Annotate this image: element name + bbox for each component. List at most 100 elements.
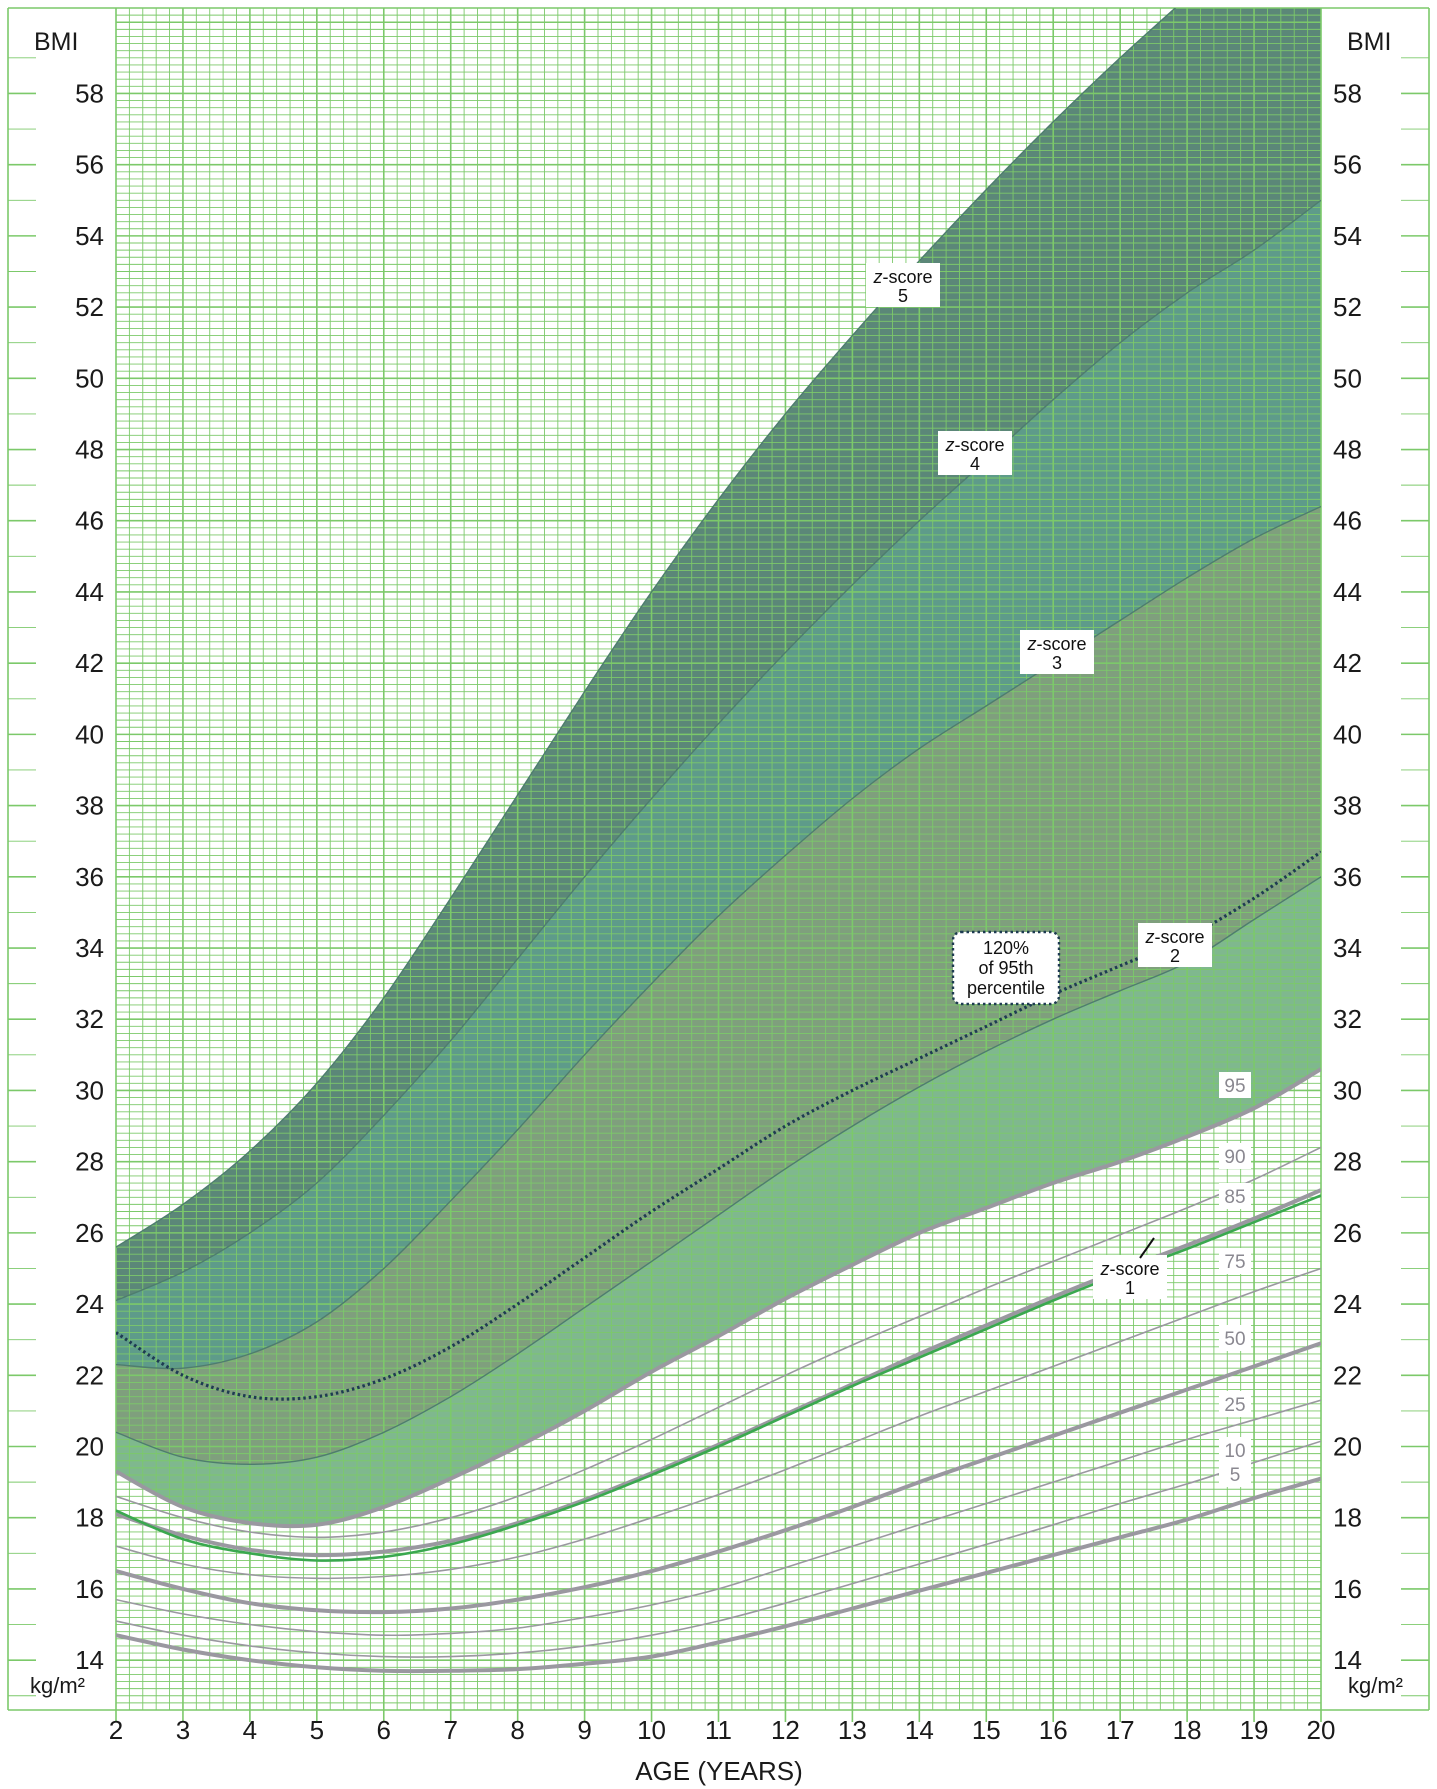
y-unit-top-right: BMI — [1347, 28, 1391, 56]
band-p95-z2 — [116, 876, 1321, 1527]
y-tick-label: 36 — [75, 862, 104, 892]
curve-labels: 510255075859095z-score5z-score4z-score3z… — [866, 263, 1251, 1487]
y-tick-label: 54 — [75, 221, 104, 251]
y-tick-label: 52 — [1333, 292, 1362, 322]
svg-text:95: 95 — [1224, 1076, 1245, 1097]
y-tick-label: 34 — [1333, 933, 1362, 963]
x-tick-label: 16 — [1039, 1715, 1068, 1745]
svg-text:3: 3 — [1052, 653, 1062, 673]
y-tick-label: 16 — [75, 1574, 104, 1604]
svg-text:z-score: z-score — [872, 267, 932, 287]
svg-text:25: 25 — [1224, 1395, 1245, 1416]
x-tick-label: 17 — [1106, 1715, 1135, 1745]
y-tick-label: 30 — [1333, 1075, 1362, 1105]
y-unit-bottom-right: kg/m² — [1348, 1673, 1403, 1698]
svg-text:120%: 120% — [983, 938, 1029, 958]
svg-text:z-score: z-score — [1026, 634, 1086, 654]
chart-curves — [116, 8, 1321, 1674]
y-tick-label: 18 — [75, 1503, 104, 1533]
right-y-axis: 14 16 18 20 22 24 26 28 30 32 34 36 38 40 42 44 46 48 50 52… — [1333, 57, 1429, 1697]
y-tick-label: 16 — [1333, 1574, 1362, 1604]
y-tick-label: 56 — [75, 150, 104, 180]
percentile-line-25 — [116, 1399, 1321, 1637]
x-tick-label: 12 — [771, 1715, 800, 1745]
y-tick-label: 14 — [1333, 1645, 1362, 1675]
y-tick-label: 48 — [1333, 435, 1362, 465]
percentile-label-75: 75 — [1219, 1248, 1251, 1274]
y-tick-label: 58 — [1333, 78, 1362, 108]
x-tick-label: 7 — [443, 1715, 457, 1745]
y-tick-label: 40 — [1333, 719, 1362, 749]
y-tick-label: 46 — [75, 506, 104, 536]
svg-text:75: 75 — [1224, 1252, 1245, 1273]
svg-text:z-score: z-score — [1099, 1259, 1159, 1279]
svg-text:85: 85 — [1224, 1187, 1245, 1208]
y-tick-label: 38 — [1333, 791, 1362, 821]
svg-text:90: 90 — [1224, 1147, 1245, 1168]
svg-text:5: 5 — [898, 286, 908, 306]
x-tick-label: 5 — [310, 1715, 324, 1745]
y-tick-label: 40 — [75, 719, 104, 749]
y-tick-label: 22 — [1333, 1360, 1362, 1390]
percentile-label-10: 10 — [1219, 1437, 1251, 1463]
x-tick-label: 9 — [577, 1715, 591, 1745]
percentile-label-5: 5 — [1219, 1461, 1251, 1487]
y-tick-label: 36 — [1333, 862, 1362, 892]
y-tick-label: 44 — [1333, 577, 1362, 607]
y-tick-label: 42 — [1333, 648, 1362, 678]
x-tick-label: 8 — [510, 1715, 524, 1745]
svg-text:2: 2 — [1170, 946, 1180, 966]
x-tick-label: 10 — [637, 1715, 666, 1745]
percentile-label-90: 90 — [1219, 1143, 1251, 1169]
svg-text:percentile: percentile — [967, 978, 1045, 998]
y-unit-bottom-left: kg/m² — [30, 1673, 85, 1698]
z1-leader — [1139, 1237, 1155, 1259]
percentile-line-5 — [116, 1476, 1321, 1674]
y-tick-label: 52 — [75, 292, 104, 322]
svg-text:of 95th: of 95th — [978, 958, 1033, 978]
percentile-line-90 — [116, 1146, 1321, 1539]
y-tick-label: 42 — [75, 648, 104, 678]
svg-text:4: 4 — [970, 454, 980, 474]
y-tick-label: 28 — [1333, 1147, 1362, 1177]
left-y-axis: 14 16 18 20 22 24 26 28 30 32 34 36 38 40 42 44 46 48 50 52… — [8, 57, 104, 1697]
percentile-label-50: 50 — [1219, 1325, 1251, 1351]
y-tick-label: 30 — [75, 1075, 104, 1105]
y-tick-label: 46 — [1333, 506, 1362, 536]
y-tick-label: 18 — [1333, 1503, 1362, 1533]
y-tick-label: 24 — [75, 1289, 104, 1319]
z-score-5-line — [116, 8, 1177, 1248]
y-tick-label: 24 — [1333, 1289, 1362, 1319]
x-tick-label: 15 — [972, 1715, 1001, 1745]
x-tick-label: 6 — [377, 1715, 391, 1745]
y-tick-label: 34 — [75, 933, 104, 963]
pct120-95th-line — [116, 850, 1321, 1401]
percentile-label-95: 95 — [1219, 1072, 1251, 1098]
x-tick-label: 11 — [705, 1715, 732, 1745]
y-tick-label: 28 — [75, 1147, 104, 1177]
y-tick-label: 20 — [1333, 1432, 1362, 1462]
y-tick-label: 56 — [1333, 150, 1362, 180]
y-tick-label: 50 — [1333, 363, 1362, 393]
x-axis-title: AGE (YEARS) — [635, 1756, 803, 1786]
svg-text:z-score: z-score — [1144, 927, 1204, 947]
svg-text:z-score: z-score — [944, 435, 1004, 455]
svg-text:50: 50 — [1224, 1329, 1245, 1350]
svg-text:1: 1 — [1125, 1278, 1135, 1298]
percentile-line-95 — [116, 1067, 1321, 1529]
y-tick-label: 26 — [75, 1218, 104, 1248]
x-tick-label: 19 — [1240, 1715, 1269, 1745]
percentile-line-75 — [116, 1267, 1321, 1580]
y-tick-label: 38 — [75, 791, 104, 821]
y-tick-label: 58 — [75, 78, 104, 108]
x-tick-label: 4 — [243, 1715, 257, 1745]
percentile-label-85: 85 — [1219, 1183, 1251, 1209]
z-score-3-line — [116, 505, 1321, 1370]
y-tick-label: 54 — [1333, 221, 1362, 251]
